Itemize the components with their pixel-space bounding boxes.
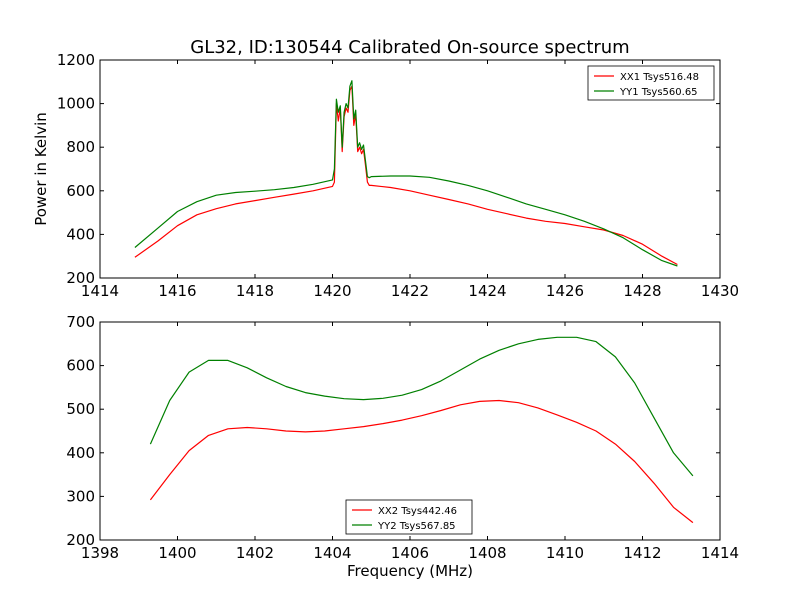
bottom-legend-label-1: XX2 Tsys442.46 [378,506,457,517]
bottom-x-tick-label: 1402 [236,544,274,562]
top-series-line-2 [134,80,678,267]
bottom-series-line-2 [149,336,694,477]
bottom-series-line-1 [149,399,694,524]
top-x-tick-label: 1416 [158,282,196,300]
bottom-y-tick-label: 300 [66,487,95,505]
top-legend-label-1: XX1 Tsys516.48 [620,72,699,83]
x-axis-label: Frequency (MHz) [347,562,473,580]
top-y-tick-label: 1200 [57,51,95,69]
bottom-x-tick-label: 1398 [81,544,119,562]
top-y-tick-label: 400 [66,225,95,243]
top-x-tick-label: 1426 [546,282,584,300]
bottom-y-tick-label: 400 [66,444,95,462]
y-axis-label-top: Power in Kelvin [32,112,50,226]
bottom-legend-box [345,499,473,535]
top-y-tick-label: 600 [66,182,95,200]
figure-title: GL32, ID:130544 Calibrated On-source spe… [190,37,629,58]
bottom-legend-label-2: YY2 Tsys567.85 [377,521,456,532]
bottom-y-tick-label: 200 [66,531,95,549]
top-series-line-1 [134,85,678,266]
bottom-x-tick-label: 1412 [623,544,661,562]
bottom-x-tick-label: 1400 [158,544,196,562]
bottom-y-tick-label: 600 [66,357,95,375]
top-x-tick-label: 1422 [391,282,429,300]
top-y-tick-label: 1000 [57,95,95,113]
bottom-subplot: 1398 1400 1402 1404 1406 1408 1410 1412 1414 200 3… [66,313,739,562]
bottom-y-tick-label: 700 [66,313,95,331]
bottom-x-tick-label: 1410 [546,544,584,562]
bottom-y-tick-label: 500 [66,400,95,418]
bottom-x-tick-label: 1414 [701,544,739,562]
top-x-tick-label: 1414 [81,282,119,300]
top-y-tick-label: 200 [66,269,95,287]
top-x-tick-label: 1428 [623,282,661,300]
top-legend-label-2: YY1 Tsys560.65 [619,87,698,98]
top-subplot: 1414 1416 1418 1420 1422 1424 1426 1428 1430 200 4… [57,51,739,300]
bottom-x-tick-label: 1406 [391,544,429,562]
top-legend-box [587,65,715,101]
top-x-tick-label: 1420 [313,282,351,300]
bottom-legend: XX2 Tsys442.46 YY2 Tsys567.85 [345,499,473,535]
top-x-tick-label: 1424 [468,282,506,300]
top-y-tick-label: 800 [66,138,95,156]
top-legend: XX1 Tsys516.48 YY1 Tsys560.65 [587,65,715,101]
top-x-tick-label: 1418 [236,282,274,300]
bottom-x-tick-label: 1404 [313,544,351,562]
top-x-tick-label: 1430 [701,282,739,300]
bottom-x-tick-label: 1408 [468,544,506,562]
